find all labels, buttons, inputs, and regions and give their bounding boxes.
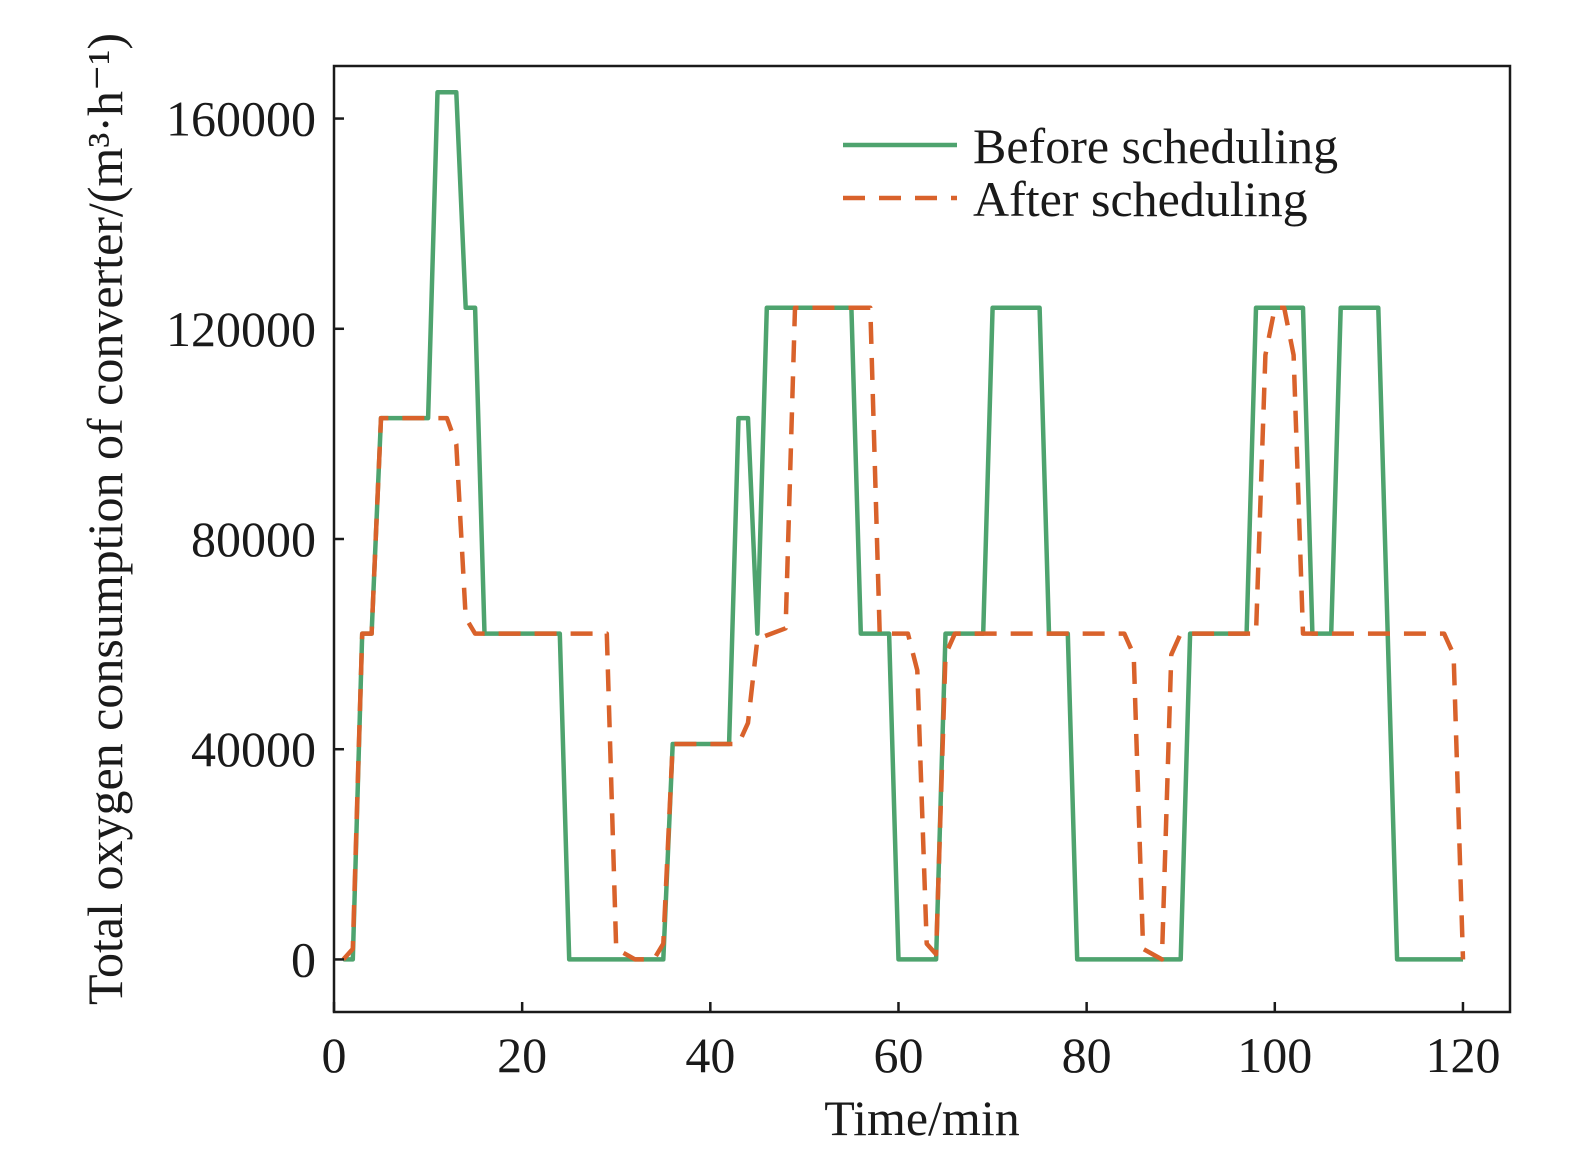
series-line-after-scheduling [341, 305, 1466, 962]
y-tick-label: 80000 [191, 511, 316, 567]
plot-area [341, 90, 1466, 962]
x-tick-label: 100 [1237, 1027, 1312, 1083]
y-tick-label: 40000 [191, 721, 316, 777]
x-axis: 0 20 40 60 80 100 120 [322, 1002, 1500, 1083]
legend-label: Before scheduling [973, 118, 1338, 174]
x-tick-label: 120 [1425, 1027, 1500, 1083]
y-axis: 0 40000 80000 120000 160000 [166, 91, 344, 987]
legend-label: After scheduling [973, 171, 1308, 227]
series-line-before-scheduling [343, 90, 1463, 962]
x-tick-label: 20 [497, 1027, 547, 1083]
x-tick-label: 0 [322, 1027, 347, 1083]
x-tick-label: 60 [873, 1027, 923, 1083]
y-axis-label: Total oxygen consumption of converter/(m… [77, 33, 133, 1005]
y-tick-label: 0 [291, 931, 316, 987]
y-tick-label: 160000 [166, 91, 316, 147]
x-tick-label: 80 [1062, 1027, 1112, 1083]
y-tick-label: 120000 [166, 301, 316, 357]
x-axis-label: Time/min [824, 1090, 1019, 1146]
x-tick-label: 40 [685, 1027, 735, 1083]
